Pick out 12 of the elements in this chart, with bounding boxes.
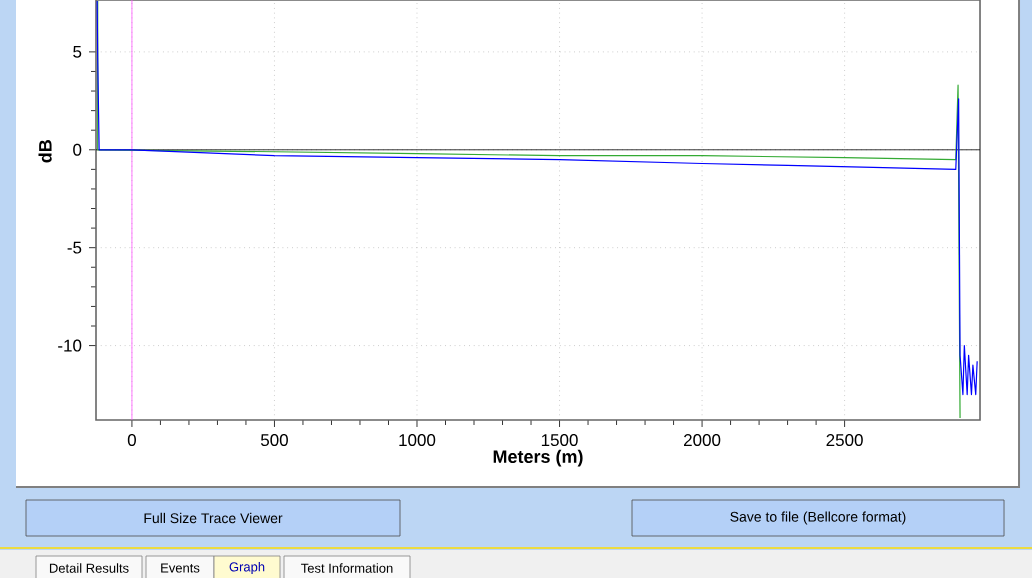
x-axis-title: Meters (m): [493, 449, 583, 467]
x-tick-label: 1500: [541, 434, 578, 447]
y-tick-label: -10: [58, 339, 82, 352]
x-tick-label: 1000: [399, 434, 436, 447]
x-tick-label: 2500: [826, 434, 863, 447]
x-tick-label: 0: [127, 434, 136, 447]
y-tick-label: 0: [73, 143, 82, 156]
y-axis-title: dB: [38, 140, 52, 163]
x-tick-label: 2000: [684, 434, 721, 447]
y-tick-label: -5: [67, 241, 82, 254]
y-tick-label: 5: [73, 45, 82, 58]
x-tick-label: 500: [260, 434, 288, 447]
